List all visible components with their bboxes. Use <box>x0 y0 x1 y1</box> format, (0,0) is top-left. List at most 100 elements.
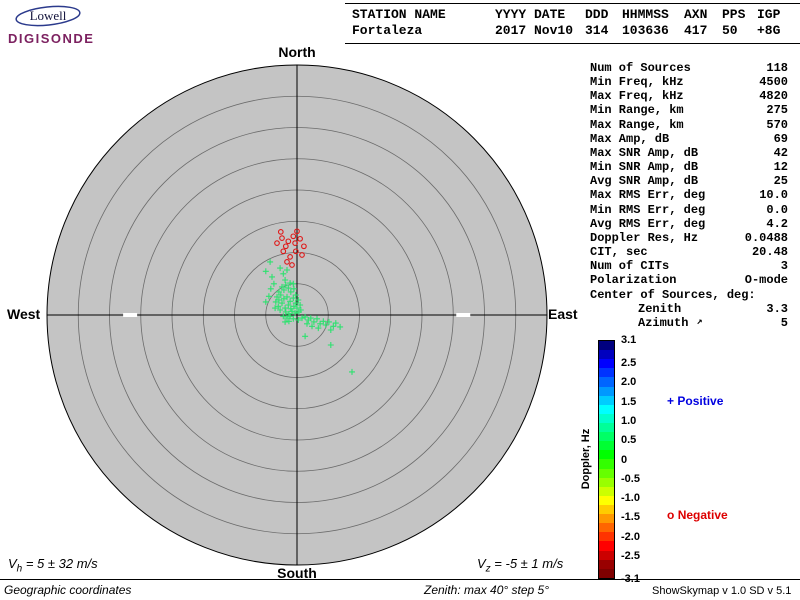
stats-row: Avg SNR Amp, dB 25 <box>590 174 788 188</box>
colorbar-cell <box>599 386 614 396</box>
stats-value: 4.2 <box>766 216 788 231</box>
source-point-positive <box>307 315 314 322</box>
source-point-negative <box>301 243 307 250</box>
stats-row: Max Range, km 570 <box>590 118 788 132</box>
stats-label: Avg RMS Err, deg <box>590 216 706 231</box>
stats-value: 3.3 <box>766 301 788 316</box>
stats-row: Max RMS Err, deg 10.0 <box>590 188 788 202</box>
vz-value: = -5 ± 1 m/s <box>490 556 564 571</box>
source-point-positive <box>265 293 272 300</box>
header-column: YYYY DATE 2017 Nov10 <box>495 7 585 39</box>
header-column: DDD 314 <box>585 7 622 39</box>
colorbar-cell <box>599 523 614 533</box>
circle-icon: o <box>667 508 675 522</box>
source-point-negative <box>289 262 295 268</box>
header-column: PPS 50 <box>722 7 757 39</box>
stats-label: Num of Sources <box>590 61 691 75</box>
source-point-positive <box>287 313 294 320</box>
source-point-positive <box>297 307 304 313</box>
source-point-negative <box>279 235 285 241</box>
station-header-columns: STATION NAME Fortaleza YYYY DATE 2017 Nov10… <box>352 7 800 39</box>
colorbar-cell <box>599 341 614 351</box>
source-point-positive <box>280 270 287 277</box>
source-point-positive <box>337 323 344 330</box>
colorbar-tick-label: 0 <box>621 453 628 466</box>
source-point-negative <box>284 259 290 265</box>
header-column: AXN 417 <box>684 7 722 39</box>
source-point-positive <box>332 320 339 327</box>
colorbar-tick-label: 2.5 <box>621 357 637 370</box>
header-field-label: DDD <box>585 7 609 22</box>
stats-label: CIT, sec <box>590 245 648 260</box>
stats-row: CIT, sec 20.48 <box>590 245 788 259</box>
stats-row: Azimuth ↗ 5 <box>590 316 788 330</box>
source-point-positive <box>267 285 274 292</box>
source-point-negative <box>294 228 300 235</box>
stats-label: Min Range, km <box>590 103 684 118</box>
stats-value: 25 <box>773 174 788 189</box>
colorbar-cell <box>599 413 614 423</box>
source-point-positive <box>262 268 269 275</box>
source-point-positive <box>275 288 282 295</box>
stats-value: 4820 <box>759 89 788 104</box>
stats-row: Polarization O-mode <box>590 273 788 287</box>
stats-row: Min SNR Amp, dB 12 <box>590 160 788 174</box>
source-point-positive <box>269 273 275 280</box>
source-point-positive <box>282 308 289 315</box>
stats-label: Azimuth <box>638 315 689 330</box>
source-point-negative <box>287 254 293 260</box>
header-field-label: HHMMSS <box>622 7 669 22</box>
legend-positive-label: Positive <box>677 394 724 408</box>
source-point-positive <box>290 285 297 292</box>
stats-row: Max Freq, kHz 4820 <box>590 89 788 103</box>
colorbar-cells <box>599 341 614 578</box>
source-point-positive <box>285 318 292 325</box>
stats-value: 570 <box>766 117 788 132</box>
source-point-positive <box>275 297 282 303</box>
source-point-positive <box>290 295 297 302</box>
stats-value: 42 <box>773 145 788 160</box>
source-point-positive <box>280 313 287 320</box>
source-point-positive <box>295 317 302 323</box>
stats-label: Zenith <box>638 301 682 316</box>
stats-row: Max Amp, dB 69 <box>590 132 788 146</box>
stats-value: O-mode <box>744 273 788 288</box>
source-point-positive <box>280 295 287 302</box>
stats-row: Zenith 3.3 <box>590 302 788 316</box>
stats-row: Min Range, km 275 <box>590 103 788 117</box>
source-point-positive <box>317 320 324 327</box>
colorbar-cell <box>599 350 614 360</box>
source-point-positive <box>314 315 320 322</box>
colorbar-cell <box>599 550 614 560</box>
footer-divider <box>0 579 800 580</box>
source-point-positive <box>287 280 294 287</box>
colorbar-cell <box>599 568 614 578</box>
stats-label: Doppler Res, Hz <box>590 230 699 245</box>
header-field-value: 417 <box>684 23 708 38</box>
source-point-positive <box>282 282 289 288</box>
stats-label: Max Freq, kHz <box>590 89 684 104</box>
source-point-positive <box>327 342 334 348</box>
stats-row: Min RMS Err, deg 0.0 <box>590 203 788 217</box>
vh-velocity: Vh = 5 ± 32 m/s <box>8 556 98 575</box>
compass-west-label: West <box>7 306 41 322</box>
source-point-positive <box>295 297 302 303</box>
source-point-positive <box>274 293 280 300</box>
vh-value: = 5 ± 32 m/s <box>22 556 98 571</box>
stats-row: Max SNR Amp, dB 42 <box>590 146 788 160</box>
stats-row: Avg RMS Err, deg 4.2 <box>590 217 788 231</box>
colorbar-cell <box>599 422 614 433</box>
colorbar-cell <box>599 541 614 551</box>
colorbar-cell <box>599 495 614 505</box>
legend-negative-label: Negative <box>677 508 728 522</box>
source-point-positive <box>309 323 315 330</box>
colorbar-tick-label: -1.0 <box>621 492 640 505</box>
source-point-positive <box>282 305 289 312</box>
colorbar-cell <box>599 441 614 451</box>
stats-label: Min SNR Amp, dB <box>590 160 699 175</box>
source-point-positive <box>349 368 355 375</box>
version-text: ShowSkymap v 1.0 SD v 5.1 <box>652 585 792 597</box>
header-field-label: AXN <box>684 7 708 22</box>
header-field-value: 2017 Nov10 <box>495 23 574 38</box>
